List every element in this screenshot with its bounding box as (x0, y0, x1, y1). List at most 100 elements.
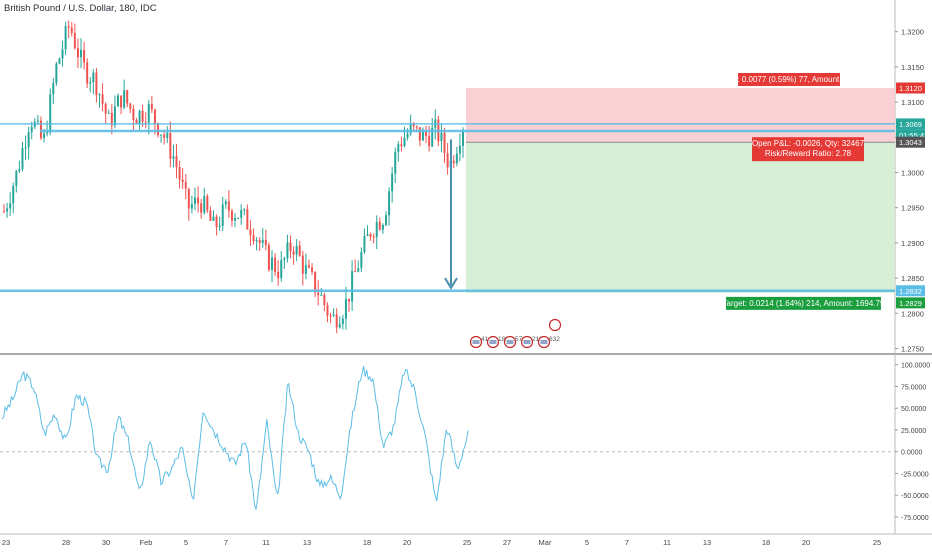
candle-body[interactable] (64, 26, 67, 50)
candle-body[interactable] (298, 245, 301, 256)
candle-body[interactable] (418, 127, 421, 141)
time-axis[interactable]: 23 28 30 Feb 5 7 11 13 18 20 25 27 Mar 5 7 11 13 18 20 25 (2, 538, 881, 547)
candle-body[interactable] (92, 72, 95, 83)
candle-body[interactable] (323, 294, 326, 306)
candle-body[interactable] (160, 134, 163, 136)
candle-body[interactable] (243, 209, 246, 211)
candle-body[interactable] (157, 123, 160, 136)
candle-body[interactable] (335, 314, 338, 328)
candle-body[interactable] (317, 292, 320, 296)
candle-body[interactable] (107, 112, 110, 114)
candle-body[interactable] (397, 144, 400, 152)
candle-body[interactable] (203, 196, 206, 213)
candle-body[interactable] (193, 197, 196, 205)
candle-body[interactable] (304, 265, 307, 274)
candle-body[interactable] (110, 112, 113, 126)
candle-body[interactable] (104, 103, 107, 114)
candle-body[interactable] (446, 153, 449, 168)
candle-body[interactable] (80, 49, 83, 58)
candle-body[interactable] (52, 83, 55, 95)
candle-body[interactable] (144, 121, 147, 123)
candle-body[interactable] (89, 82, 92, 84)
candle-body[interactable] (452, 160, 455, 164)
candle-body[interactable] (363, 235, 366, 253)
candle-body[interactable] (212, 216, 215, 221)
candle-body[interactable] (101, 94, 104, 104)
candle-body[interactable] (234, 218, 237, 221)
candle-body[interactable] (375, 222, 378, 238)
candle-body[interactable] (388, 191, 391, 216)
candle-body[interactable] (292, 251, 295, 255)
candle-body[interactable] (15, 170, 18, 187)
candle-body[interactable] (267, 245, 270, 270)
candle-body[interactable] (314, 271, 317, 293)
candle-body[interactable] (258, 239, 261, 243)
candle-body[interactable] (264, 239, 267, 246)
candle-body[interactable] (129, 103, 132, 109)
candle-body[interactable] (271, 257, 274, 270)
candle-body[interactable] (421, 131, 424, 141)
candle-body[interactable] (6, 208, 9, 212)
candle-body[interactable] (406, 133, 409, 138)
candle-body[interactable] (12, 186, 15, 204)
candle-body[interactable] (301, 255, 304, 274)
candle-body[interactable] (172, 156, 175, 159)
candle-body[interactable] (132, 108, 135, 120)
candle-body[interactable] (120, 95, 123, 108)
candle-body[interactable] (181, 179, 184, 183)
candle-body[interactable] (341, 318, 344, 325)
candle-body[interactable] (338, 324, 341, 328)
candle-body[interactable] (403, 137, 406, 147)
stop-label[interactable]: Stop: 0.0077 (0.59%) 77, Amount: 750 (721, 73, 858, 86)
candle-body[interactable] (187, 188, 190, 209)
candle-body[interactable] (3, 211, 5, 213)
candle-body[interactable] (307, 265, 310, 268)
candle-body[interactable] (240, 209, 243, 218)
candle-body[interactable] (116, 95, 119, 107)
candle-body[interactable] (348, 298, 351, 302)
candle-body[interactable] (150, 104, 153, 110)
candle-body[interactable] (24, 147, 27, 149)
candle-body[interactable] (70, 27, 73, 33)
candle-body[interactable] (415, 126, 418, 128)
target-label[interactable]: Target: 0.0214 (1.64%) 214, Amount: 1694… (723, 296, 885, 310)
candle-body[interactable] (138, 110, 141, 125)
candle-body[interactable] (147, 104, 150, 123)
candle-body[interactable] (400, 144, 403, 147)
candle-body[interactable] (49, 94, 52, 133)
candle-body[interactable] (221, 204, 224, 227)
candle-body[interactable] (209, 210, 212, 221)
candle-body[interactable] (409, 123, 412, 134)
take-profit-zone[interactable] (466, 142, 895, 293)
candle-body[interactable] (425, 131, 428, 137)
candle-body[interactable] (36, 120, 39, 122)
candle-body[interactable] (86, 62, 89, 84)
candle-body[interactable] (394, 151, 397, 174)
candle-body[interactable] (197, 197, 200, 204)
candle-body[interactable] (246, 209, 249, 230)
candle-body[interactable] (344, 298, 347, 319)
candle-body[interactable] (113, 106, 116, 126)
candle-body[interactable] (200, 203, 203, 213)
candle-body[interactable] (326, 305, 329, 316)
candle-body[interactable] (412, 123, 415, 127)
candle-body[interactable] (184, 182, 187, 189)
candle-body[interactable] (46, 132, 49, 134)
candle-body[interactable] (141, 110, 144, 122)
candle-body[interactable] (30, 127, 33, 133)
event-markers[interactable]: 41 188 57 213 632 (469, 318, 562, 349)
candle-body[interactable] (169, 132, 172, 159)
candle-body[interactable] (206, 196, 209, 211)
candle-body[interactable] (27, 132, 30, 148)
candle-body[interactable] (175, 156, 178, 168)
candle-body[interactable] (295, 245, 298, 255)
candle-body[interactable] (21, 147, 24, 170)
candle-body[interactable] (190, 204, 193, 209)
candle-body[interactable] (218, 226, 221, 228)
candle-body[interactable] (73, 32, 76, 49)
candle-body[interactable] (391, 173, 394, 192)
candle-body[interactable] (329, 315, 332, 317)
candle-body[interactable] (289, 242, 292, 252)
